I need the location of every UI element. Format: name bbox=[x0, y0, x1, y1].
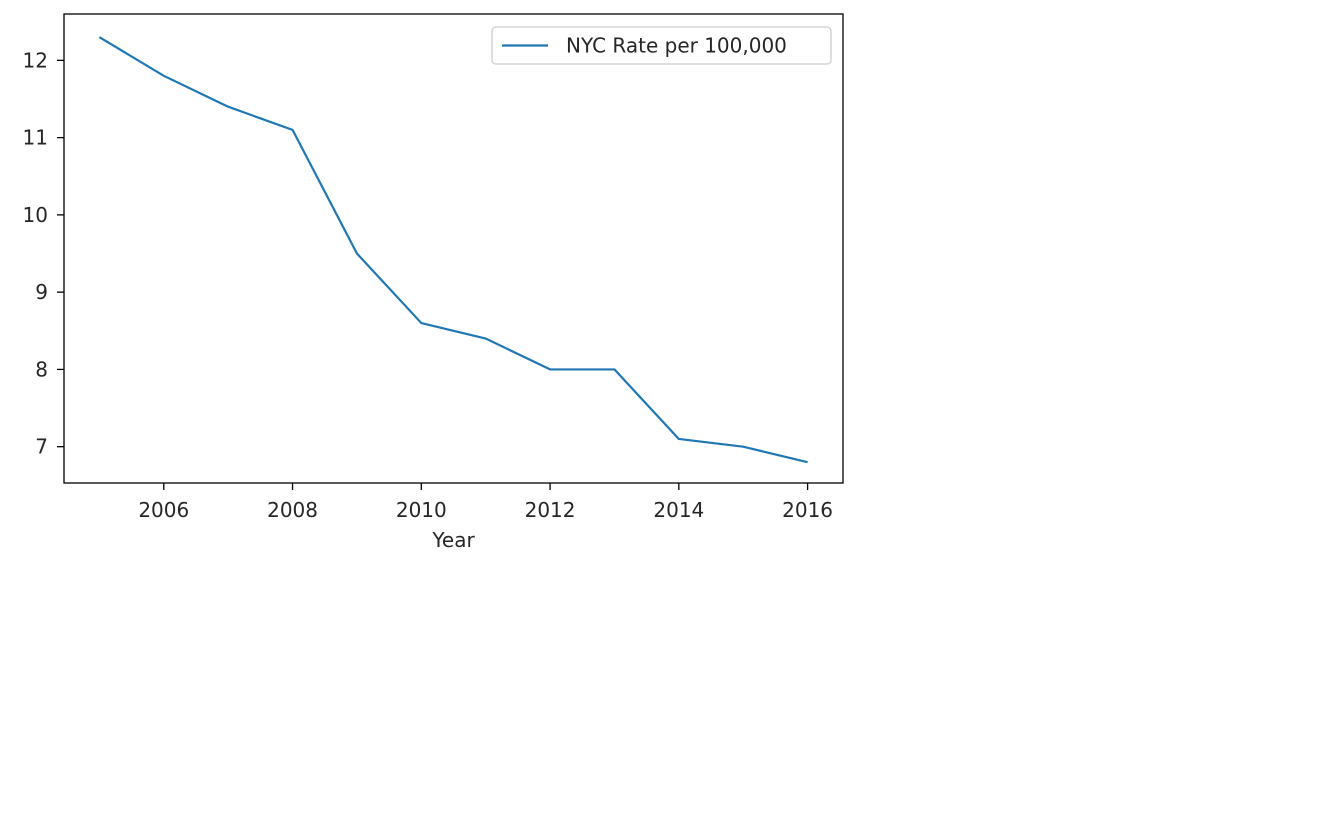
y-tick-label: 8 bbox=[35, 357, 48, 381]
x-tick-label: 2008 bbox=[267, 498, 318, 522]
x-tick-label: 2016 bbox=[782, 498, 833, 522]
legend-label: NYC Rate per 100,000 bbox=[566, 34, 787, 58]
plot-area bbox=[63, 13, 844, 484]
y-tick-label: 7 bbox=[35, 435, 48, 459]
series-line-0 bbox=[98, 36, 808, 464]
x-axis-label: Year bbox=[431, 528, 475, 552]
x-tick-label: 2012 bbox=[525, 498, 576, 522]
y-tick-label: 10 bbox=[23, 203, 48, 227]
y-tick-label: 12 bbox=[23, 48, 48, 72]
x-tick-label: 2010 bbox=[396, 498, 447, 522]
legend: NYC Rate per 100,000 bbox=[491, 26, 832, 65]
x-tick-label: 2014 bbox=[653, 498, 704, 522]
y-axis: 7 8 9 10 11 12 bbox=[23, 48, 64, 459]
legend-box bbox=[491, 26, 832, 65]
y-tick-label: 11 bbox=[23, 126, 48, 150]
x-axis: 2006 2008 2010 2012 2014 2016 bbox=[138, 483, 833, 522]
plot-frame bbox=[63, 13, 844, 484]
y-tick-label: 9 bbox=[35, 280, 48, 304]
x-tick-label: 2006 bbox=[138, 498, 189, 522]
series-layer bbox=[98, 36, 808, 464]
